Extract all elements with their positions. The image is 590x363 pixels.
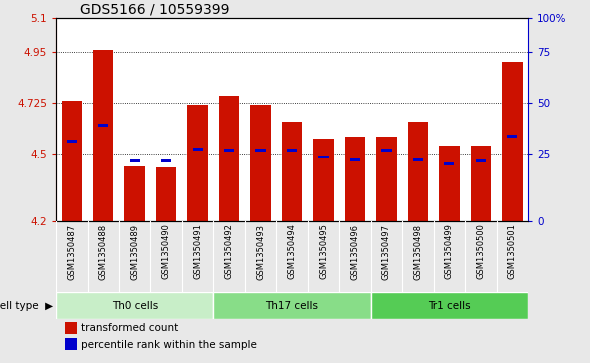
Text: GSM1350489: GSM1350489 (130, 224, 139, 280)
Text: percentile rank within the sample: percentile rank within the sample (81, 340, 257, 350)
Bar (192, 148, 203, 151)
Bar (413, 158, 423, 161)
Text: GSM1350497: GSM1350497 (382, 224, 391, 280)
Bar (219, 96, 240, 221)
Bar (124, 166, 145, 221)
Bar (439, 146, 460, 221)
Text: GSM1350487: GSM1350487 (67, 224, 76, 280)
Bar (224, 149, 234, 152)
Text: GSM1350493: GSM1350493 (256, 224, 265, 280)
Bar (255, 149, 266, 152)
Bar (214, 292, 371, 319)
Text: GSM1350500: GSM1350500 (476, 224, 486, 280)
Bar (61, 101, 82, 221)
Text: GSM1350499: GSM1350499 (445, 224, 454, 280)
Text: GSM1350494: GSM1350494 (287, 224, 297, 280)
Bar (156, 167, 176, 221)
Bar (161, 159, 171, 162)
Text: Th17 cells: Th17 cells (266, 301, 319, 311)
Bar (130, 159, 140, 162)
Bar (65, 322, 77, 334)
Text: GSM1350495: GSM1350495 (319, 224, 328, 280)
Bar (250, 105, 271, 221)
Text: GSM1350488: GSM1350488 (99, 224, 108, 280)
Text: transformed count: transformed count (81, 323, 178, 333)
Bar (319, 156, 329, 158)
Bar (313, 139, 334, 221)
Text: GSM1350501: GSM1350501 (508, 224, 517, 280)
Text: GSM1350491: GSM1350491 (193, 224, 202, 280)
Bar (471, 146, 491, 221)
Bar (282, 122, 302, 221)
Bar (93, 50, 113, 221)
Bar (65, 338, 77, 351)
Bar (408, 122, 428, 221)
Bar (371, 292, 528, 319)
Text: Tr1 cells: Tr1 cells (428, 301, 471, 311)
Bar (345, 137, 365, 221)
Bar (56, 292, 214, 319)
Text: Th0 cells: Th0 cells (112, 301, 158, 311)
Bar (98, 124, 109, 127)
Bar (507, 135, 517, 138)
Text: GSM1350490: GSM1350490 (162, 224, 171, 280)
Text: cell type  ▶: cell type ▶ (0, 301, 53, 311)
Bar (476, 159, 486, 162)
Bar (67, 140, 77, 143)
Text: GSM1350496: GSM1350496 (350, 224, 359, 280)
Bar (287, 149, 297, 152)
Bar (350, 158, 360, 161)
Bar (381, 149, 392, 152)
Text: GDS5166 / 10559399: GDS5166 / 10559399 (80, 2, 229, 16)
Bar (502, 62, 523, 221)
Text: GSM1350498: GSM1350498 (414, 224, 422, 280)
Bar (376, 137, 396, 221)
Bar (188, 105, 208, 221)
Text: GSM1350492: GSM1350492 (225, 224, 234, 280)
Bar (444, 163, 454, 165)
